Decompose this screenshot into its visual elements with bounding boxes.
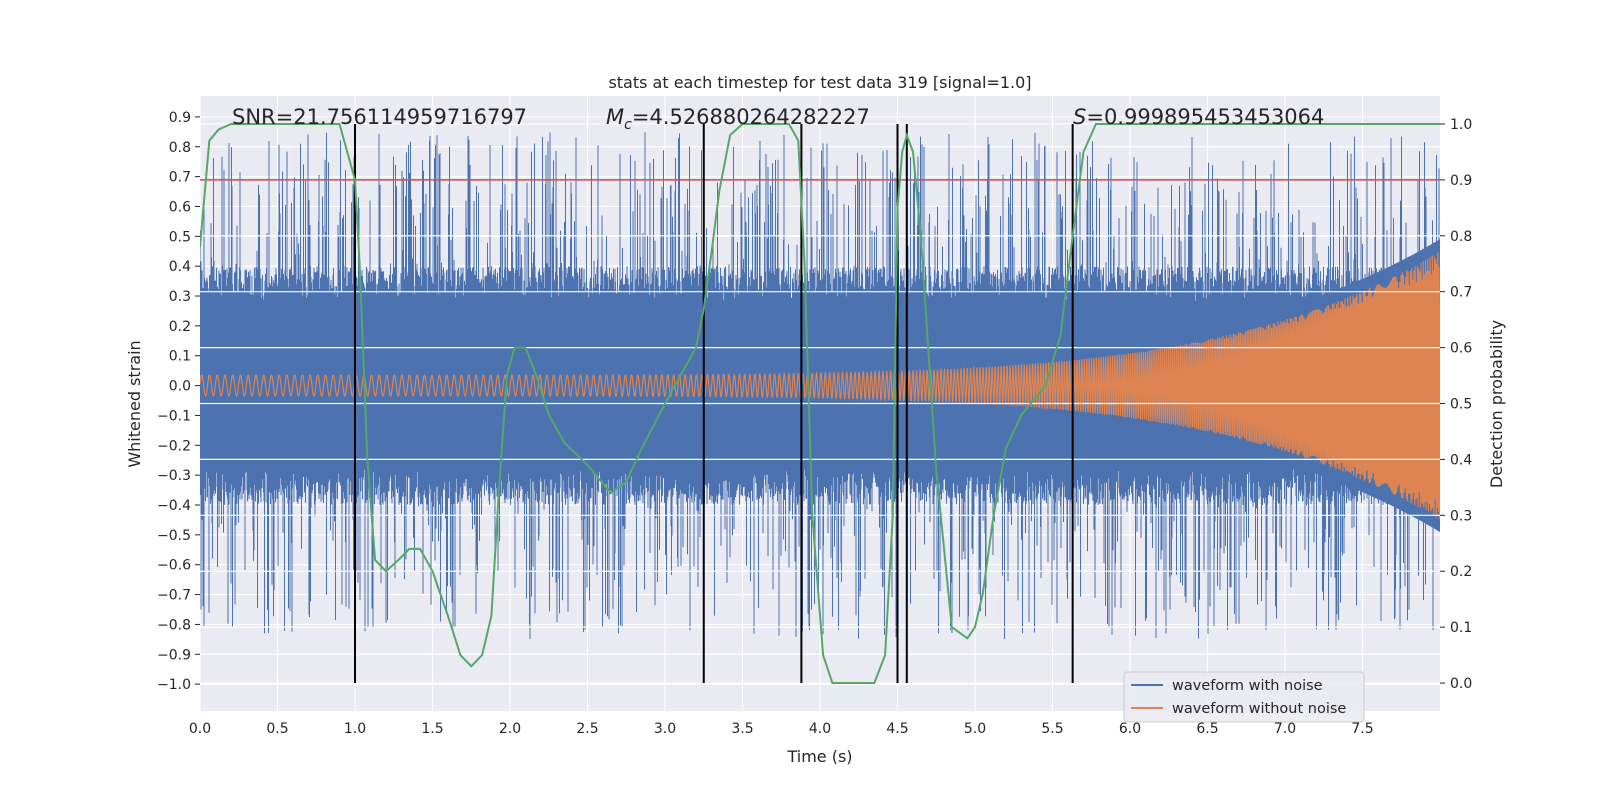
- detection-probability-line: [200, 123, 1440, 684]
- y-left-axis-label: Whitened strain: [125, 340, 144, 467]
- y-left-tick-label: 0.1: [169, 349, 191, 365]
- y-left-tick-label: −1.0: [157, 677, 191, 693]
- y-right-tick-label: 0.5: [1450, 397, 1472, 413]
- waveform-without-noise-line: [200, 252, 1440, 519]
- y-right-tick-label: 0.9: [1450, 173, 1472, 189]
- y-right-tick-label: 0.2: [1450, 564, 1472, 580]
- x-tick-label: 7.5: [1351, 721, 1373, 737]
- score-value: =0.999895453453064: [1086, 105, 1324, 129]
- y-left-tick-label: 0.4: [169, 259, 191, 275]
- y-right-tick-label: 0.6: [1450, 341, 1472, 357]
- x-tick-label: 0.0: [189, 721, 211, 737]
- y-left-tick-label: −0.8: [157, 617, 191, 633]
- y-right-axis-label: Detection probability: [1487, 320, 1506, 488]
- y-left-tick-label: 0.5: [169, 229, 191, 245]
- y-right-tick-label: 1.0: [1450, 117, 1472, 133]
- x-tick-label: 7.0: [1274, 721, 1296, 737]
- x-axis-label: Time (s): [786, 747, 852, 766]
- y-right-tick-label: 0.1: [1450, 620, 1472, 636]
- y-left-tick-label: −0.3: [157, 468, 191, 484]
- score-annotation: S=0.999895453453064: [1073, 105, 1324, 129]
- y-left-tick-label: 0.9: [169, 110, 191, 126]
- x-tick-label: 1.5: [421, 721, 443, 737]
- y-left-tick-label: 0.8: [169, 140, 191, 156]
- waveform-without-noise-series: [200, 252, 1440, 519]
- x-tick-label: 5.0: [964, 721, 986, 737]
- legend: waveform with noise waveform without noi…: [1123, 671, 1365, 723]
- y-right-tick-label: 0.3: [1450, 508, 1472, 524]
- y-left-axis-ticks: 0.9 0.8 0.7 0.6 0.5 0.4 0.3 0.2 0.1 0.0 −0.1 −0.2 −0…: [157, 110, 200, 693]
- y-right-tick-label: 0.7: [1450, 285, 1472, 301]
- x-tick-label: 2.5: [576, 721, 598, 737]
- y-left-tick-label: 0.7: [169, 170, 191, 186]
- x-axis-ticks: 0.0 0.5 1.0 1.5 2.0 2.5 3.0 3.5 4.0 4.5 5.0 5.5 6.0 6…: [189, 721, 1374, 737]
- x-tick-label: 2.0: [499, 721, 521, 737]
- legend-box: [1123, 671, 1365, 723]
- x-tick-label: 3.5: [731, 721, 753, 737]
- y-left-tick-label: 0.3: [169, 289, 191, 305]
- legend-label-waveform-with-noise: waveform with noise: [1172, 678, 1323, 694]
- x-tick-label: 5.5: [1041, 721, 1063, 737]
- chirp-mass-value: =4.526880264282227: [632, 105, 870, 129]
- y-left-tick-label: −0.2: [157, 438, 191, 454]
- x-tick-label: 3.0: [654, 721, 676, 737]
- x-tick-label: 0.5: [266, 721, 288, 737]
- y-left-tick-label: 0.2: [169, 319, 191, 335]
- legend-label-waveform-without-noise: waveform without noise: [1172, 701, 1346, 717]
- chirp-mass-symbol: M: [606, 105, 624, 129]
- x-tick-label: 6.5: [1196, 721, 1218, 737]
- chirp-mass-annotation: Mc=4.526880264282227: [606, 105, 870, 133]
- y-left-tick-label: −0.5: [157, 528, 191, 544]
- snr-annotation: SNR=21.756114959716797: [232, 105, 527, 129]
- y-left-tick-label: 0.0: [169, 379, 191, 395]
- y-left-tick-label: −0.7: [157, 588, 191, 604]
- y-left-tick-label: −0.9: [157, 647, 191, 663]
- x-tick-label: 4.5: [886, 721, 908, 737]
- y-right-tick-label: 0.8: [1450, 229, 1472, 245]
- y-left-tick-label: −0.4: [157, 498, 191, 514]
- x-tick-label: 6.0: [1119, 721, 1141, 737]
- y-right-axis-ticks: 1.0 0.9 0.8 0.7 0.6 0.5 0.4 0.3 0.2 0.1 0.0: [1440, 117, 1472, 692]
- y-left-tick-label: 0.6: [169, 199, 191, 215]
- chirp-mass-subscript: c: [624, 117, 632, 133]
- score-symbol: S: [1073, 105, 1086, 129]
- y-left-tick-label: −0.1: [157, 408, 191, 424]
- y-right-tick-label: 0.0: [1450, 676, 1472, 692]
- chart-title: stats at each timestep for test data 319…: [608, 73, 1031, 92]
- x-tick-label: 1.0: [344, 721, 366, 737]
- x-tick-label: 4.0: [809, 721, 831, 737]
- y-left-tick-label: −0.6: [157, 558, 191, 574]
- y-right-tick-label: 0.4: [1450, 452, 1472, 468]
